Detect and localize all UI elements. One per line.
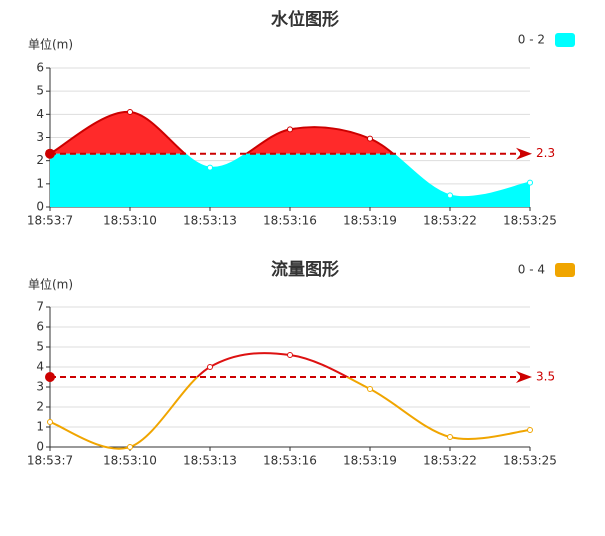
x-tick-label: 18:53:19 bbox=[343, 214, 397, 228]
legend-swatch bbox=[555, 263, 575, 277]
point bbox=[287, 352, 293, 358]
point bbox=[127, 109, 133, 116]
y-tick-label: 6 bbox=[36, 61, 44, 75]
point bbox=[447, 192, 453, 199]
point bbox=[527, 179, 533, 186]
point bbox=[367, 135, 373, 142]
threshold-arrow bbox=[516, 371, 532, 383]
y-tick-label: 3 bbox=[36, 380, 44, 394]
point bbox=[207, 364, 213, 370]
threshold-label: 3.5 bbox=[536, 370, 555, 384]
x-tick-label: 18:53:22 bbox=[423, 454, 477, 468]
point bbox=[447, 434, 453, 440]
point bbox=[527, 427, 533, 433]
y-tick-label: 1 bbox=[36, 176, 44, 190]
y-tick-label: 5 bbox=[36, 340, 44, 354]
threshold-arrow bbox=[516, 147, 532, 160]
x-tick-label: 18:53:16 bbox=[263, 214, 317, 228]
point bbox=[367, 386, 373, 392]
x-tick-label: 18:53:25 bbox=[503, 214, 557, 228]
threshold-start bbox=[45, 372, 55, 382]
y-tick-label: 0 bbox=[36, 200, 44, 214]
y-tick-label: 7 bbox=[36, 300, 44, 314]
x-tick-label: 18:53:10 bbox=[103, 214, 157, 228]
threshold-label: 2.3 bbox=[536, 146, 555, 160]
point bbox=[207, 164, 213, 171]
x-tick-label: 18:53:7 bbox=[27, 454, 73, 468]
y-tick-label: 4 bbox=[36, 107, 44, 121]
x-tick-label: 18:53:22 bbox=[423, 214, 477, 228]
x-tick-label: 18:53:13 bbox=[183, 214, 237, 228]
threshold-start bbox=[45, 148, 55, 159]
x-tick-label: 18:53:13 bbox=[183, 454, 237, 468]
y-axis-label: 单位(m) bbox=[28, 37, 73, 52]
chart-title: 流量图形 bbox=[271, 259, 339, 280]
x-tick-label: 18:53:10 bbox=[103, 454, 157, 468]
area-above bbox=[50, 112, 394, 154]
x-tick-label: 18:53:19 bbox=[343, 454, 397, 468]
x-tick-label: 18:53:25 bbox=[503, 454, 557, 468]
y-tick-label: 2 bbox=[36, 153, 44, 167]
point bbox=[127, 444, 133, 450]
point bbox=[47, 419, 53, 425]
y-tick-label: 3 bbox=[36, 130, 44, 144]
legend-label: 0 - 4 bbox=[518, 263, 545, 277]
y-tick-label: 1 bbox=[36, 420, 44, 434]
y-tick-label: 0 bbox=[36, 440, 44, 454]
point bbox=[287, 126, 293, 133]
area-below bbox=[50, 153, 530, 207]
x-tick-label: 18:53:16 bbox=[263, 454, 317, 468]
y-tick-label: 2 bbox=[36, 400, 44, 414]
x-tick-label: 18:53:7 bbox=[27, 214, 73, 228]
y-tick-label: 4 bbox=[36, 360, 44, 374]
y-tick-label: 6 bbox=[36, 320, 44, 334]
y-tick-label: 5 bbox=[36, 84, 44, 98]
y-axis-label: 单位(m) bbox=[28, 277, 73, 292]
legend-swatch bbox=[555, 33, 575, 47]
legend-label: 0 - 2 bbox=[518, 33, 545, 47]
chart-title: 水位图形 bbox=[271, 9, 339, 30]
